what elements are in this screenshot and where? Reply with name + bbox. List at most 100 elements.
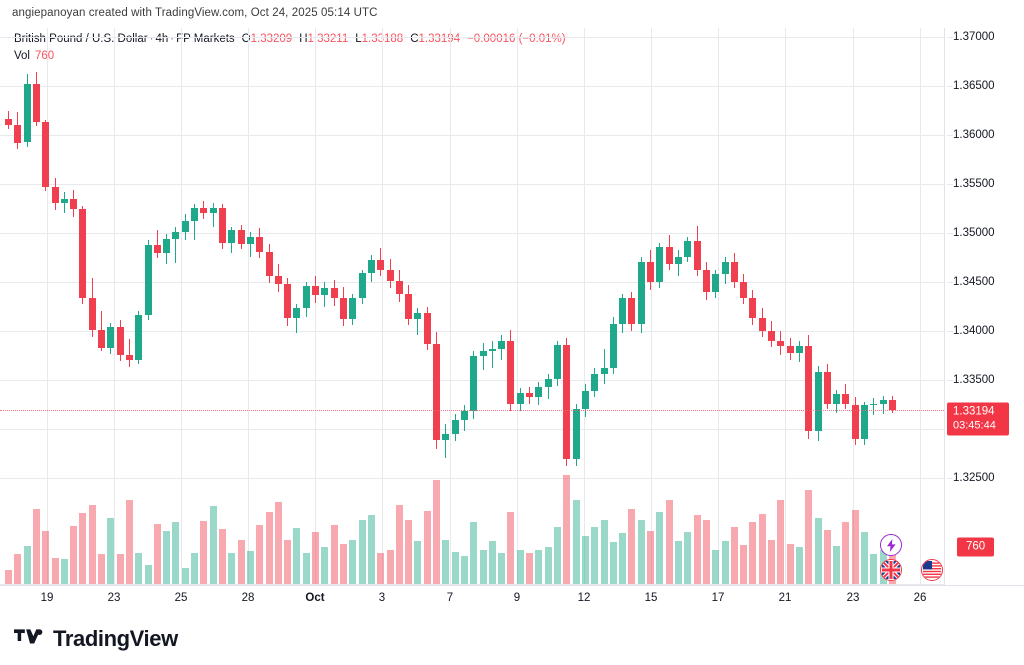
volume-bar <box>526 553 533 585</box>
candlestick <box>256 236 263 252</box>
open-value: 1.33209 <box>250 33 293 45</box>
price-tick-mark <box>947 478 953 479</box>
candlestick <box>582 390 589 410</box>
volume-bar <box>870 554 877 585</box>
candlestick <box>870 403 877 406</box>
uk-flag-icon[interactable] <box>880 559 902 581</box>
open-key: O <box>241 33 251 45</box>
time-tick-label: 23 <box>846 592 860 604</box>
price-tick-label: 1.33500 <box>947 374 995 386</box>
volume-bar <box>517 550 524 585</box>
volume-bar <box>247 551 254 585</box>
volume-bar <box>117 554 124 585</box>
candle-wick <box>129 338 130 368</box>
candlestick <box>359 273 366 298</box>
volume-label[interactable]: Vol <box>14 50 30 62</box>
volume-bar <box>52 558 59 585</box>
candlestick <box>610 324 617 369</box>
chart-plot-area[interactable] <box>0 28 944 585</box>
price-tick-label: 1.37000 <box>947 31 995 43</box>
horizontal-gridline <box>0 233 944 234</box>
volume-bar <box>387 550 394 585</box>
time-tick-label: 25 <box>174 592 188 604</box>
volume-bar <box>210 506 217 585</box>
current-price-badge[interactable]: 1.33194 03:45:44 <box>947 402 1009 436</box>
candle-wick <box>873 397 874 416</box>
candlestick <box>880 399 887 404</box>
vertical-gridline <box>785 28 786 585</box>
candlestick <box>591 374 598 391</box>
volume-bar <box>563 475 570 585</box>
volume-badge[interactable]: 760 <box>957 537 995 557</box>
volume-bar <box>24 546 31 585</box>
volume-bar <box>610 542 617 585</box>
vertical-gridline <box>181 28 182 585</box>
volume-bar <box>70 526 77 585</box>
candlestick <box>182 221 189 232</box>
price-tick-mark <box>947 86 953 87</box>
candlestick <box>70 198 77 210</box>
candlestick <box>805 345 812 431</box>
candlestick <box>293 308 300 319</box>
candlestick <box>163 238 170 253</box>
volume-bar <box>480 550 487 585</box>
volume-bar <box>182 568 189 585</box>
candlestick <box>731 262 738 282</box>
volume-bar <box>461 556 468 585</box>
candlestick <box>452 420 459 434</box>
candlestick <box>573 409 580 460</box>
volume-bar <box>545 547 552 585</box>
candle-wick <box>604 348 605 384</box>
candlestick <box>833 393 840 404</box>
candlestick <box>480 350 487 357</box>
candlestick <box>433 343 440 440</box>
volume-bar <box>656 512 663 585</box>
volume-bar <box>852 510 859 585</box>
candlestick <box>861 405 868 439</box>
volume-bar <box>842 522 849 585</box>
exchange-label[interactable]: FP Markets <box>176 33 235 45</box>
price-tick-mark <box>947 184 953 185</box>
volume-bar <box>647 531 654 585</box>
candlestick <box>98 330 105 348</box>
volume-bar <box>284 540 291 585</box>
volume-value: 760 <box>35 50 55 62</box>
volume-bar <box>98 554 105 585</box>
volume-bar <box>359 520 366 585</box>
candlestick <box>154 244 161 253</box>
us-flag-icon[interactable] <box>921 559 943 581</box>
volume-bar <box>684 532 691 585</box>
time-tick-label: 7 <box>446 592 454 604</box>
price-tick-label: 1.36000 <box>947 129 995 141</box>
vertical-gridline <box>517 28 518 585</box>
volume-pane-separator <box>0 584 944 585</box>
volume-bar <box>591 527 598 585</box>
candlestick <box>535 386 542 397</box>
volume-bar <box>293 528 300 585</box>
price-tick-label: 1.34500 <box>947 276 995 288</box>
volume-bar <box>396 505 403 585</box>
volume-bar <box>331 525 338 585</box>
volume-bar <box>172 522 179 585</box>
time-tick-label: 26 <box>913 592 927 604</box>
volume-bar <box>14 554 21 585</box>
candlestick <box>387 270 394 281</box>
interval-label[interactable]: 4h <box>155 33 169 45</box>
time-tick-label: 28 <box>241 592 255 604</box>
candle-wick <box>194 203 195 240</box>
footer-bar: TradingView <box>0 612 1024 665</box>
candle-wick <box>492 340 493 369</box>
volume-bar <box>266 512 273 585</box>
volume-bar <box>79 513 86 585</box>
candle-wick <box>250 232 251 257</box>
price-scale[interactable]: 1.37000 1.36500 1.36000 1.35500 1.35000 1.345… <box>944 28 1024 585</box>
candlestick <box>675 256 682 265</box>
lightning-bolt-icon[interactable] <box>880 534 902 556</box>
candlestick <box>107 327 114 348</box>
time-scale[interactable]: 19 23 25 28 Oct 3 7 9 12 15 17 21 23 26 <box>0 585 1024 613</box>
vertical-gridline <box>584 28 585 585</box>
candlestick <box>117 327 124 355</box>
volume-bar <box>796 547 803 585</box>
candlestick <box>42 122 49 187</box>
candlestick <box>796 345 803 353</box>
